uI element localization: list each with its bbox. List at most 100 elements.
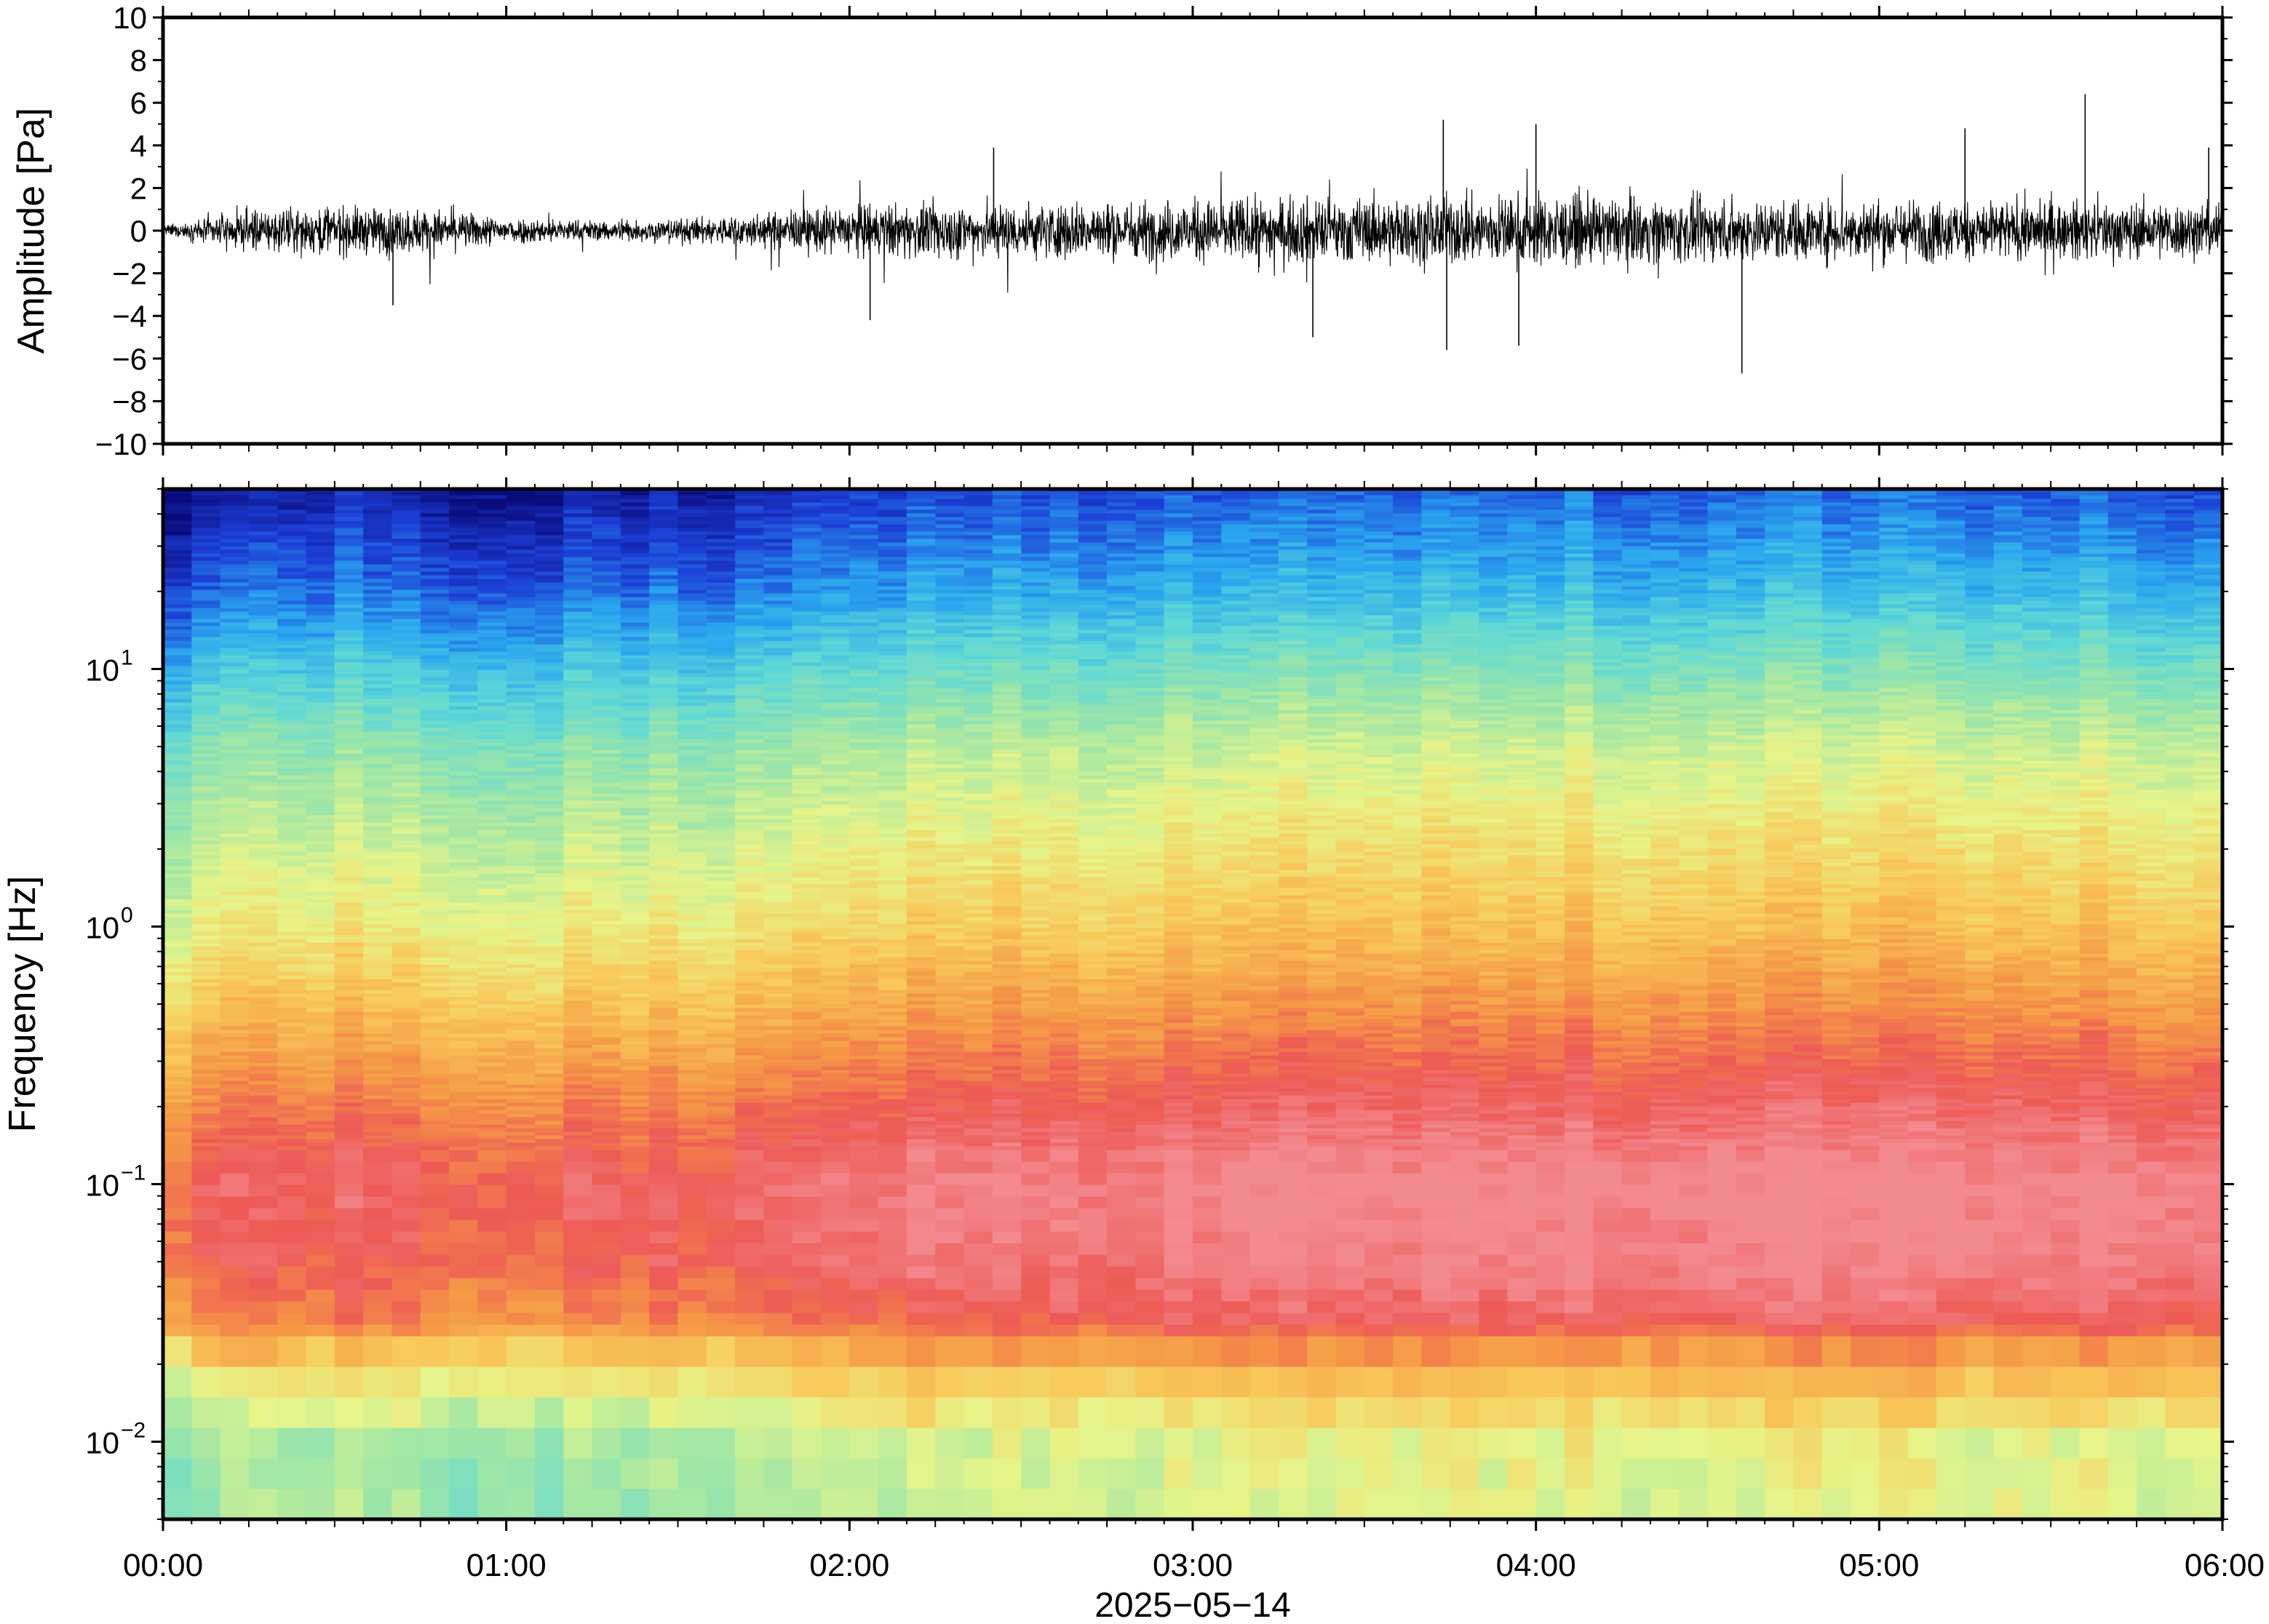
spectrogram-cell (334, 1301, 364, 1313)
spectrogram-cell (220, 819, 250, 823)
spectrogram-cell (706, 1099, 736, 1103)
spectrogram-cell (563, 939, 593, 943)
spectrogram-cell (277, 629, 307, 634)
spectrogram-cell (420, 637, 450, 641)
spectrogram-cell (163, 648, 192, 652)
spectrogram-cell (306, 724, 335, 728)
spectrogram-cell (677, 608, 707, 612)
spectrogram-cell (191, 1004, 221, 1008)
spectrogram-cell (563, 1088, 593, 1092)
spectrogram-cell (620, 1033, 650, 1038)
spectrogram-cell (763, 1458, 793, 1489)
spectrogram-cell (592, 859, 621, 863)
spectrogram-cell (649, 724, 679, 728)
spectrogram-cell (649, 662, 679, 666)
spectrogram-cell (735, 779, 764, 783)
spectrogram-cell (706, 706, 736, 710)
spectrogram-cell (277, 1324, 307, 1337)
spectrogram-cell (392, 1008, 421, 1012)
spectrogram-cell (677, 1110, 707, 1114)
spectrogram-cell (677, 753, 707, 757)
spectrogram-cell (735, 873, 764, 877)
spectrogram-cell (763, 742, 793, 747)
spectrogram-cell (735, 808, 764, 812)
spectrogram-cell (220, 549, 250, 554)
spectrogram-cell (477, 691, 507, 696)
spectrogram-cell (706, 680, 736, 685)
spectrogram-cell (277, 793, 307, 797)
spectrogram-cell (677, 538, 707, 543)
spectrogram-cell (649, 502, 679, 506)
spectrogram-cell (563, 728, 593, 732)
spectrogram-cell (792, 1135, 822, 1139)
spectrogram-cell (191, 920, 221, 925)
spectrogram-cell (334, 1219, 364, 1232)
spectrogram-cell (706, 578, 736, 583)
spectrogram-cell (449, 604, 478, 608)
spectrogram-cell (334, 808, 364, 812)
spectrogram-cell (363, 873, 392, 877)
spectrogram-cell (735, 946, 764, 950)
spectrogram-cell (821, 946, 850, 950)
spectrogram-cell (592, 684, 621, 688)
spectrogram-cell (306, 1022, 335, 1027)
spectrogram-cell (449, 1146, 478, 1150)
spectrogram-cell (792, 1022, 822, 1027)
spectrogram-cell (506, 557, 536, 561)
spectrogram-cell (392, 924, 421, 928)
spectrogram-cell (735, 491, 764, 495)
spectrogram-cell (620, 633, 650, 637)
spectrogram-cell (163, 1055, 192, 1059)
spectrogram-cell (306, 1066, 335, 1070)
spectrogram-cell (706, 1243, 736, 1255)
spectrogram-cell (306, 1106, 335, 1110)
spectrogram-cell (706, 1095, 736, 1099)
spectrogram-cell (449, 917, 478, 921)
spectrogram-cell (592, 986, 621, 990)
spectrogram-cell (363, 1051, 392, 1056)
spectrogram-cell (363, 1146, 392, 1150)
spectrogram-cell (220, 680, 250, 685)
spectrogram-cell (763, 971, 793, 976)
spectrogram-cell (306, 753, 335, 757)
spectrogram-cell (420, 840, 450, 845)
spectrogram-cell (392, 993, 421, 998)
spectrogram-cell (449, 986, 478, 990)
spectrogram-cell (677, 764, 707, 768)
spectrogram-cell (420, 786, 450, 790)
spectrogram-cell (706, 593, 736, 597)
spectrogram-cell (449, 495, 478, 499)
spectrogram-cell (620, 928, 650, 932)
spectrogram-cell (506, 789, 536, 794)
spectrogram-cell (506, 662, 536, 666)
spectrogram-cell (677, 1095, 707, 1099)
spectrogram-cell (677, 1080, 707, 1085)
spectrogram-cell (735, 1040, 764, 1045)
spectrogram-cell (563, 986, 593, 990)
spectrogram-cell (477, 578, 507, 583)
spectrogram-cell (477, 909, 507, 914)
spectrogram-cell (677, 768, 707, 772)
spectrogram-cell (706, 553, 736, 557)
spectrogram-cell (363, 568, 392, 572)
spectrogram-cell (277, 582, 307, 586)
spectrogram-cell (563, 637, 593, 641)
spectrogram-cell (277, 684, 307, 688)
spectrogram-cell (306, 698, 335, 703)
spectrogram-cell (649, 1088, 679, 1092)
spectrogram-cell (477, 1324, 507, 1337)
spectrogram-cell (420, 757, 450, 761)
spectrogram-cell (248, 793, 278, 797)
spectrogram-cell (220, 986, 250, 990)
spectrogram-cell (706, 880, 736, 885)
spectrogram-cell (334, 513, 364, 517)
spectrogram-cell (420, 1062, 450, 1067)
spectrogram-cell (535, 1131, 564, 1136)
spectrogram-cell (334, 1135, 364, 1139)
spectrogram-cell (449, 1185, 478, 1197)
spectrogram-cell (677, 495, 707, 499)
spectrogram-cell (420, 877, 450, 881)
spectrogram-cell (191, 815, 221, 819)
spectrogram-cell (763, 869, 793, 874)
spectrogram-cell (535, 746, 564, 750)
